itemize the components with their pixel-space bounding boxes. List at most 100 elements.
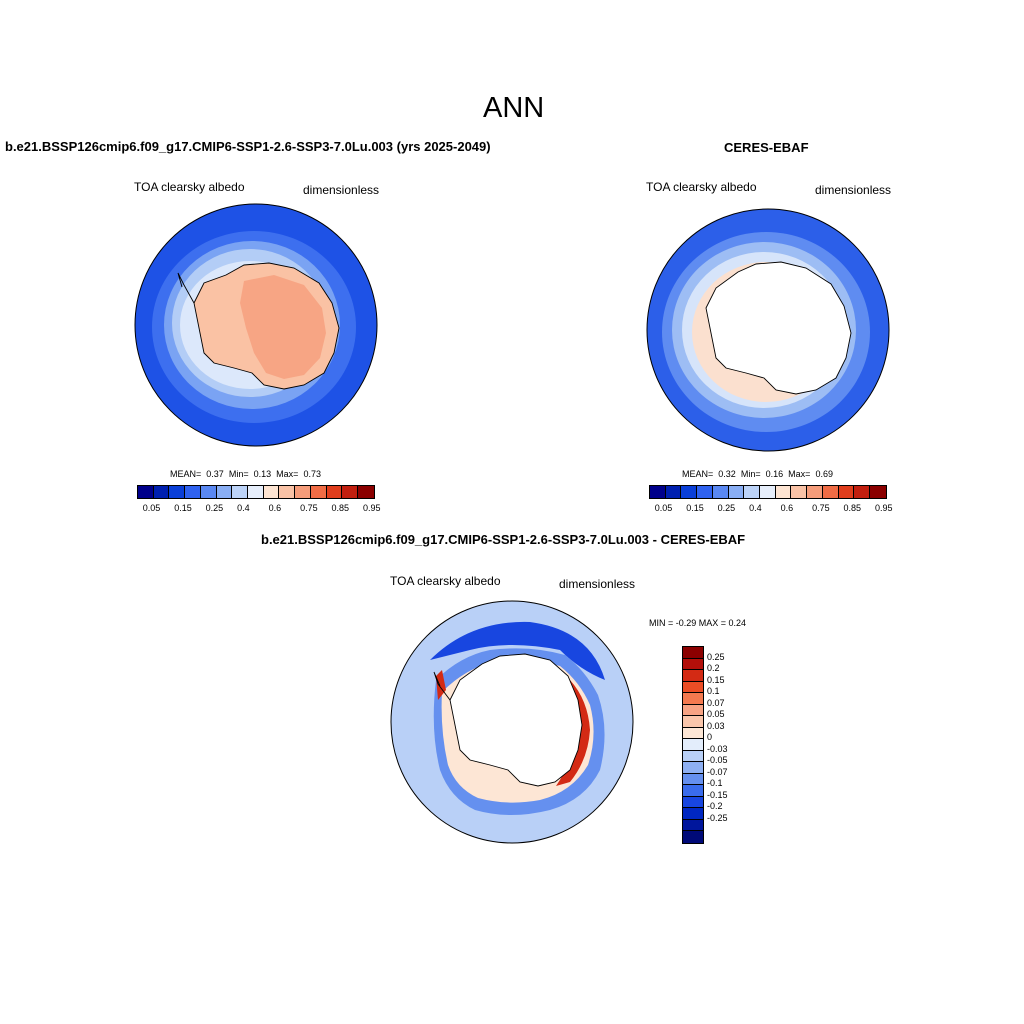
obs-panel-title: CERES-EBAF xyxy=(724,140,809,155)
diff-colorbar-swatch xyxy=(683,750,703,763)
diff-colorbar-swatch xyxy=(683,785,703,797)
obs-units-label: dimensionless xyxy=(815,183,892,197)
diff-colorbar-tick-label: -0.03 xyxy=(707,743,728,754)
diff-colorbar-tick-label: 0.1 xyxy=(707,686,720,697)
obs-colorbar-tick-label: 0.85 xyxy=(843,503,862,513)
obs-colorbar-tick-label: 0.6 xyxy=(780,503,794,513)
model-colorbar-swatch xyxy=(342,486,359,498)
obs-colorbar-swatch xyxy=(681,486,698,498)
model-colorbar-tick-label: 0.95 xyxy=(363,503,381,513)
obs-colorbar-swatch xyxy=(744,486,761,498)
diff-colorbar-swatch xyxy=(683,796,703,809)
model-colorbar-tick-label: 0.15 xyxy=(174,503,192,513)
model-colorbar-tick-label: 0.4 xyxy=(237,503,250,513)
model-colorbar-swatch xyxy=(216,486,233,498)
diff-colorbar-swatch xyxy=(683,727,703,740)
diff-colorbar-tick-label: -0.2 xyxy=(707,801,723,812)
model-units-label: dimensionless xyxy=(303,183,380,197)
diff-colorbar-tick-label: -0.05 xyxy=(707,755,728,766)
obs-colorbar-swatch xyxy=(838,486,855,498)
model-map xyxy=(134,203,378,447)
obs-min-value: 0.16 xyxy=(765,469,784,479)
obs-colorbar-tick-label: 0.95 xyxy=(875,503,893,513)
diff-colorbar-tick-label: 0.15 xyxy=(707,674,725,685)
model-colorbar-swatch xyxy=(169,486,186,498)
obs-colorbar-tick-label: 0.15 xyxy=(686,503,704,513)
diff-colorbar-tick-label: -0.1 xyxy=(707,778,723,789)
model-panel-title: b.e21.BSSP126cmip6.f09_g17.CMIP6-SSP1-2.… xyxy=(5,139,491,154)
obs-colorbar-swatch xyxy=(760,486,776,498)
obs-colorbar xyxy=(649,485,887,499)
model-colorbar-tick-label: 0.05 xyxy=(142,503,161,513)
diff-units-label: dimensionless xyxy=(559,577,636,591)
model-colorbar-tick-label: 0.25 xyxy=(205,503,224,513)
obs-colorbar-swatch xyxy=(712,486,729,498)
obs-colorbar-swatch xyxy=(822,486,839,498)
model-colorbar-swatch xyxy=(310,486,327,498)
diff-colorbar xyxy=(682,646,704,844)
diff-colorbar-tick-label: 0.2 xyxy=(707,663,720,674)
diff-colorbar-swatch xyxy=(683,670,703,682)
diff-colorbar-swatch xyxy=(683,773,703,786)
obs-colorbar-tick-label: 0.75 xyxy=(812,503,830,513)
diff-colorbar-tick-label: 0.25 xyxy=(707,651,725,662)
diff-colorbar-tick-label: -0.15 xyxy=(707,789,728,800)
obs-colorbar-swatch xyxy=(697,486,713,498)
obs-colorbar-swatch xyxy=(791,486,808,498)
obs-max-value: 0.69 xyxy=(815,469,833,479)
obs-colorbar-swatch xyxy=(650,486,666,498)
model-colorbar-swatch xyxy=(358,486,374,498)
diff-map xyxy=(390,600,634,844)
model-min-value: 0.13 xyxy=(253,469,272,479)
obs-colorbar-swatch xyxy=(854,486,871,498)
diff-colorbar-tick-label: 0.03 xyxy=(707,720,725,731)
diff-colorbar-swatch xyxy=(683,819,703,832)
diff-variable-label: TOA clearsky albedo xyxy=(390,574,501,588)
model-colorbar-swatch xyxy=(248,486,264,498)
diff-colorbar-swatch xyxy=(683,716,703,728)
model-colorbar-swatch xyxy=(232,486,249,498)
model-colorbar-swatch xyxy=(326,486,343,498)
model-max-value: 0.73 xyxy=(303,469,321,479)
model-colorbar-swatch xyxy=(279,486,296,498)
model-mean-value: 0.37 xyxy=(206,469,224,479)
page-title: ANN xyxy=(483,92,545,124)
obs-mean-value: 0.32 xyxy=(718,469,736,479)
obs-stats: MEAN= 0.32 Min= 0.16 Max= 0.69 xyxy=(682,469,833,479)
model-colorbar-swatch xyxy=(185,486,201,498)
diff-colorbar-swatch xyxy=(683,739,703,751)
model-colorbar-tick-label: 0.85 xyxy=(331,503,350,513)
model-colorbar-swatch xyxy=(200,486,217,498)
diff-colorbar-swatch xyxy=(683,647,703,659)
diff-colorbar-swatch xyxy=(683,704,703,717)
obs-colorbar-tick-label: 0.25 xyxy=(717,503,736,513)
obs-colorbar-swatch xyxy=(728,486,745,498)
diff-colorbar-tick-label: 0.05 xyxy=(707,709,725,720)
model-colorbar-swatch xyxy=(138,486,154,498)
diff-minmax: MIN = -0.29 MAX = 0.24 xyxy=(649,618,747,628)
diff-colorbar-swatch xyxy=(683,762,703,774)
diff-colorbar-tick-label: -0.25 xyxy=(707,812,728,823)
diff-colorbar-swatch xyxy=(683,808,703,820)
diff-colorbar-swatch xyxy=(683,681,703,694)
diff-colorbar-swatch xyxy=(683,831,703,843)
diff-colorbar-tick-label: 0.07 xyxy=(707,697,725,708)
model-colorbar-swatch xyxy=(263,486,280,498)
diff-colorbar-swatch xyxy=(683,693,703,705)
obs-colorbar-tick-label: 0.05 xyxy=(654,503,673,513)
diff-colorbar-tick-label: 0 xyxy=(707,732,713,743)
model-colorbar-swatch xyxy=(295,486,311,498)
model-colorbar xyxy=(137,485,375,499)
model-variable-label: TOA clearsky albedo xyxy=(134,180,245,194)
model-stats: MEAN= 0.37 Min= 0.13 Max= 0.73 xyxy=(170,469,321,479)
model-colorbar-tick-label: 0.6 xyxy=(268,503,282,513)
obs-colorbar-swatch xyxy=(870,486,886,498)
obs-colorbar-swatch xyxy=(775,486,792,498)
obs-colorbar-tick-label: 0.4 xyxy=(749,503,762,513)
diff-panel-title: b.e21.BSSP126cmip6.f09_g17.CMIP6-SSP1-2.… xyxy=(261,532,746,547)
diff-colorbar-tick-label: -0.07 xyxy=(707,766,728,777)
model-colorbar-tick-label: 0.75 xyxy=(300,503,318,513)
obs-map xyxy=(646,208,890,452)
obs-colorbar-swatch xyxy=(807,486,823,498)
